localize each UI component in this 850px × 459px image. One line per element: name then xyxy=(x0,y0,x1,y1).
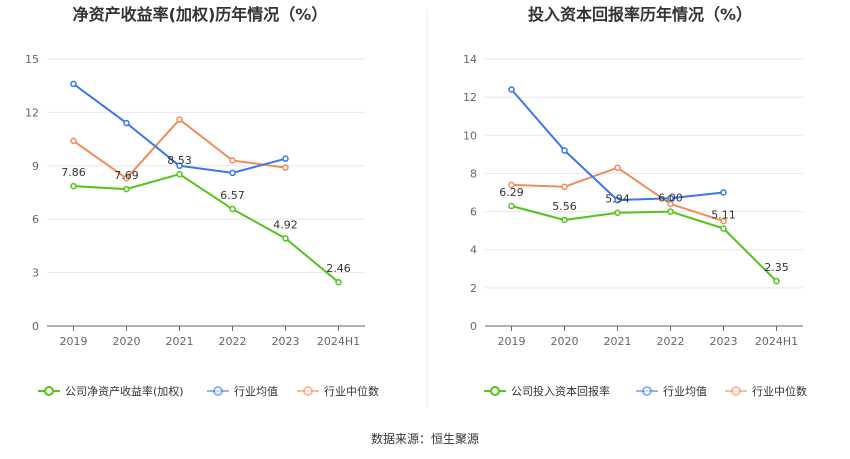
data-point xyxy=(508,181,515,189)
data-point xyxy=(176,162,183,170)
data-source-note: 数据来源：恒生聚源 xyxy=(371,431,479,446)
y-tick-label: 10 xyxy=(463,129,477,142)
x-tick-label: 2021 xyxy=(166,335,194,348)
data-point xyxy=(508,202,515,210)
data-point xyxy=(720,225,727,232)
y-tick-label: 6 xyxy=(32,213,39,226)
y-tick-label: 6 xyxy=(470,206,477,219)
data-label: 5.11 xyxy=(711,209,736,222)
y-tick-label: 9 xyxy=(32,160,39,173)
data-point xyxy=(720,217,727,225)
data-point xyxy=(720,189,727,196)
data-label: 5.94 xyxy=(605,193,630,206)
data-label: 4.92 xyxy=(273,218,298,231)
x-tick-label: 2019 xyxy=(60,335,88,348)
data-point xyxy=(70,80,77,88)
legend-label: 行业中位数 xyxy=(752,384,807,398)
x-tick-label: 2022 xyxy=(657,335,685,348)
data-point xyxy=(229,157,236,164)
x-tick-label: 2020 xyxy=(113,335,141,348)
data-label: 6.29 xyxy=(499,186,524,199)
x-tick-label: 2024H1 xyxy=(317,335,360,348)
data-point xyxy=(282,155,289,162)
series-line xyxy=(72,118,286,180)
data-point xyxy=(282,235,289,242)
y-tick-label: 3 xyxy=(32,267,39,280)
data-label: 2.35 xyxy=(764,261,789,274)
y-tick-label: 12 xyxy=(25,106,39,119)
legend-label: 行业中位数 xyxy=(324,384,379,398)
data-point xyxy=(667,194,674,202)
data-point xyxy=(561,216,568,224)
legend-swatch-marker xyxy=(642,386,652,396)
data-point xyxy=(614,209,621,216)
legend-label: 公司投入资本回报率 xyxy=(511,384,610,398)
legend-swatch-marker xyxy=(731,386,741,396)
x-tick-label: 2023 xyxy=(710,335,738,348)
data-label: 7.69 xyxy=(114,169,139,182)
y-tick-label: 12 xyxy=(463,91,477,104)
data-point xyxy=(176,170,183,178)
y-tick-label: 14 xyxy=(463,53,477,66)
y-tick-label: 15 xyxy=(25,53,39,66)
legend-label: 公司净资产收益率(加权) xyxy=(65,384,184,398)
legend-label: 行业均值 xyxy=(663,385,707,398)
data-point xyxy=(70,137,77,145)
y-tick-label: 8 xyxy=(470,167,477,180)
x-tick-label: 2024H1 xyxy=(755,335,798,348)
data-point xyxy=(70,182,77,190)
data-label: 2.46 xyxy=(326,262,351,275)
data-point xyxy=(508,86,515,93)
series-line xyxy=(510,88,724,202)
data-point xyxy=(123,119,130,127)
data-point xyxy=(773,277,780,285)
data-label: 6.57 xyxy=(220,189,245,202)
data-point xyxy=(176,116,183,123)
legend-label: 行业均值 xyxy=(234,385,278,398)
series-line xyxy=(73,173,340,283)
data-point xyxy=(335,278,342,286)
x-tick-label: 2022 xyxy=(219,335,247,348)
y-tick-label: 0 xyxy=(32,320,39,333)
data-point xyxy=(561,183,568,191)
legend-swatch-marker xyxy=(213,386,223,396)
y-tick-label: 4 xyxy=(470,244,477,257)
legend-swatch-marker xyxy=(303,386,313,396)
data-point xyxy=(614,164,621,171)
data-point xyxy=(282,164,289,171)
chart-title: 净资产收益率(加权)历年情况（%） xyxy=(73,5,328,24)
x-tick-label: 2021 xyxy=(604,335,632,348)
data-point xyxy=(561,147,568,154)
data-label: 7.86 xyxy=(61,166,86,179)
data-label: 8.53 xyxy=(167,154,192,167)
y-tick-label: 0 xyxy=(470,320,477,333)
roe-chart: 净资产收益率(加权)历年情况（%） 0 3 6 9 12 15 2019 2020 2021 202… xyxy=(25,5,379,398)
data-point xyxy=(123,185,130,193)
x-tick-label: 2020 xyxy=(551,335,579,348)
data-label: 5.56 xyxy=(552,200,577,213)
y-tick-label: 2 xyxy=(470,282,477,295)
legend-swatch-marker xyxy=(490,386,500,396)
x-tick-label: 2023 xyxy=(272,335,300,348)
data-point xyxy=(229,169,236,177)
data-point xyxy=(123,175,130,182)
roic-chart: 投入资本回报率历年情况（%） 0 2 4 6 8 10 12 14 2019 2020 2021 202… xyxy=(463,5,807,398)
chart-title: 投入资本回报率历年情况（%） xyxy=(528,5,752,24)
data-point xyxy=(229,205,236,213)
data-point xyxy=(614,196,621,204)
legend-swatch-marker xyxy=(44,386,54,396)
series-line xyxy=(511,205,778,282)
data-point xyxy=(667,208,674,215)
x-tick-label: 2019 xyxy=(498,335,526,348)
data-label: 6.00 xyxy=(658,192,683,205)
